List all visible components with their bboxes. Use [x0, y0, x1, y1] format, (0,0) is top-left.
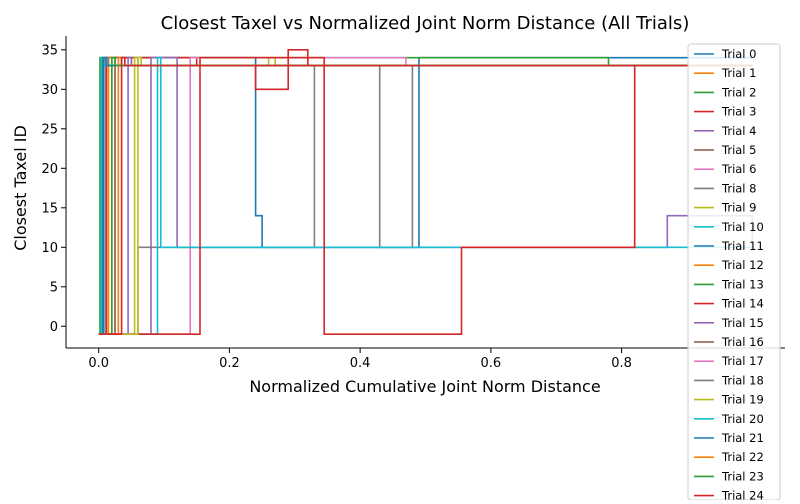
chart-title: Closest Taxel vs Normalized Joint Norm D… — [161, 13, 690, 34]
legend-label: Trial 1 — [721, 66, 756, 80]
y-tick-label: 0 — [50, 320, 58, 335]
series-line-18 — [98, 56, 753, 335]
series-line-5 — [98, 56, 753, 335]
y-tick-label: 10 — [41, 241, 58, 256]
series-line-23 — [98, 56, 753, 335]
plot-area — [98, 49, 754, 335]
legend-label: Trial 15 — [721, 316, 764, 330]
series-line-14 — [98, 56, 753, 335]
legend-label: Trial 14 — [721, 297, 764, 311]
series-line-8 — [98, 56, 753, 335]
series-line-9 — [98, 56, 753, 335]
legend-label: Trial 10 — [721, 220, 764, 234]
legend-label: Trial 9 — [721, 201, 756, 215]
series-line-10 — [98, 56, 753, 335]
legend-label: Trial 18 — [721, 373, 764, 387]
legend-label: Trial 8 — [721, 181, 756, 195]
legend-label: Trial 23 — [721, 469, 764, 483]
series-line-0 — [98, 56, 753, 335]
x-tick-label: 0.2 — [219, 356, 240, 371]
legend: Trial 0 Trial 1 Trial 2 Trial 3 Trial 4 Trial… — [687, 43, 781, 503]
legend-label: Trial 20 — [721, 412, 764, 426]
x-tick-label: 0.6 — [481, 356, 502, 371]
series-line-11 — [98, 56, 753, 335]
series-line-22 — [98, 56, 753, 335]
series-line-20 — [98, 56, 753, 335]
legend-label: Trial 6 — [721, 162, 756, 176]
series-line-17 — [98, 56, 753, 335]
x-tick-label: 0.8 — [611, 356, 632, 371]
legend-label: Trial 11 — [721, 239, 764, 253]
x-axis-label: Normalized Cumulative Joint Norm Distanc… — [249, 377, 600, 396]
legend-label: Trial 13 — [721, 277, 764, 291]
y-tick-label: 25 — [41, 122, 58, 137]
y-axis-label: Closest Taxel ID — [11, 125, 30, 251]
series-line-19 — [98, 56, 753, 335]
series-line-3 — [98, 49, 753, 335]
series-line-12 — [98, 56, 753, 335]
legend-label: Trial 16 — [721, 335, 764, 349]
y-tick-label: 15 — [41, 201, 58, 216]
series-line-15 — [98, 56, 753, 335]
legend-label: Trial 12 — [721, 258, 764, 272]
x-tick-label: 0.0 — [88, 356, 109, 371]
legend-label: Trial 17 — [721, 354, 764, 368]
legend-label: Trial 0 — [721, 47, 756, 61]
legend-label: Trial 5 — [721, 143, 756, 157]
series-line-2 — [98, 56, 753, 335]
x-tick-label: 0.4 — [350, 356, 371, 371]
y-tick-label: 30 — [41, 83, 58, 98]
legend-label: Trial 3 — [721, 105, 756, 119]
axes: 0.0 0.2 0.4 0.6 0.8 0 5 10 15 20 25 30 35 — [41, 36, 785, 371]
y-tick-label: 20 — [41, 162, 58, 177]
series-line-1 — [98, 56, 753, 335]
series-line-4 — [98, 56, 754, 335]
series-line-21 — [98, 56, 753, 335]
y-tick-label: 35 — [41, 43, 58, 58]
legend-label: Trial 21 — [721, 431, 764, 445]
legend-label: Trial 19 — [721, 393, 764, 407]
series-line-6 — [98, 56, 753, 335]
legend-label: Trial 22 — [721, 450, 764, 464]
legend-label: Trial 4 — [721, 124, 756, 138]
legend-label: Trial 2 — [721, 85, 756, 99]
series-line-13 — [98, 56, 753, 335]
legend-label: Trial 24 — [721, 489, 764, 500]
y-tick-label: 5 — [50, 280, 58, 295]
series-line-7 — [98, 64, 753, 335]
series-line-16 — [98, 56, 753, 335]
